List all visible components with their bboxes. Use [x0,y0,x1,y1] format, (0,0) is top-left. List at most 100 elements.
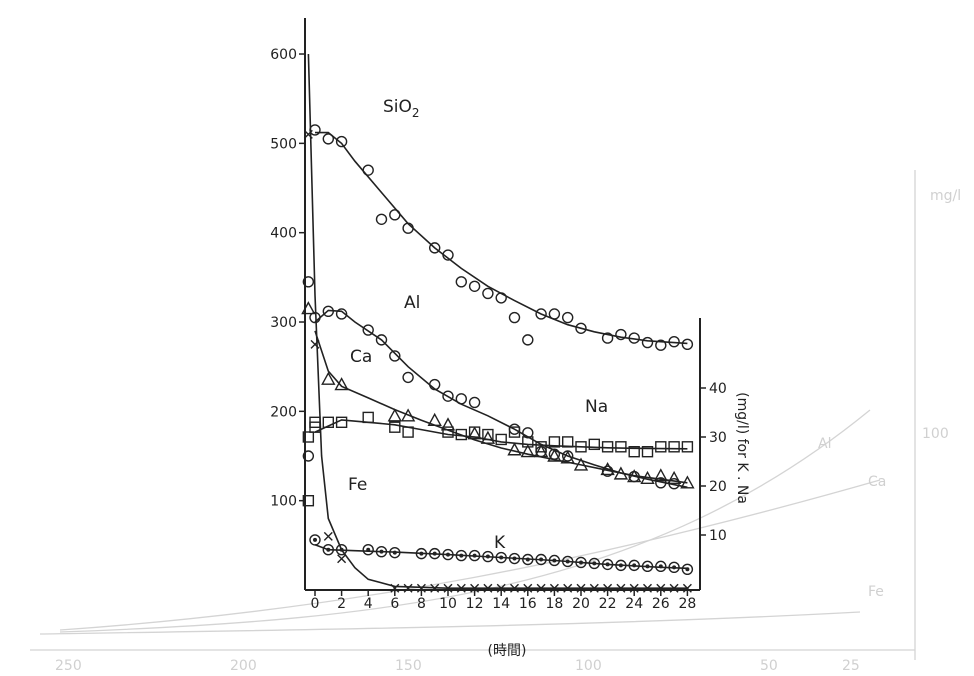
ghost-label: Al [818,436,831,452]
point-ca [560,450,575,464]
point-k [455,549,467,562]
point-fe [483,583,493,593]
point-fe [603,583,613,593]
point-sio2 [389,209,401,221]
point-al [362,324,374,336]
x-tick-label: 4 [364,596,373,612]
point-ca [627,469,642,483]
point-na [302,431,315,443]
point-k [615,559,627,572]
point-k [641,560,654,573]
point-fe [523,583,533,593]
x-tick-label: 16 [519,596,537,612]
point-na [309,416,321,428]
point-ca [573,457,589,471]
point-fe [390,583,400,593]
point-k [588,557,600,570]
series-label-subscript: 2 [412,106,420,120]
ghost-label: Ca [868,474,886,490]
point-sio2 [522,334,534,346]
point-na [681,441,694,453]
point-sio2 [601,332,614,344]
point-fe [669,583,679,593]
point-na [335,416,348,428]
x-tick-label: 0 [311,596,320,612]
point-sio2 [468,280,481,292]
point-fe [549,583,559,593]
y-tick-label-left: 600 [270,47,297,63]
series-label-k: K [494,533,506,553]
x-tick-label: 14 [492,596,510,612]
ghost-tick-label: 25 [842,658,860,674]
y-tick-label-left: 300 [270,315,297,331]
point-al [389,350,401,362]
data-points [301,124,695,593]
point-sio2 [508,311,521,324]
point-na [362,411,374,424]
ghost-tick-label: 100 [575,658,602,674]
point-sio2 [442,249,454,261]
point-fe [430,583,440,593]
point-ca [520,444,535,458]
point-al [309,311,321,324]
point-k [628,559,640,572]
point-ca [427,412,442,426]
point-na [442,426,454,438]
x-tick-label: 18 [545,596,563,612]
point-ca [547,448,562,462]
point-k [442,548,454,561]
point-ca [387,408,402,422]
point-na [615,441,627,453]
point-k [322,544,334,556]
ghost-curve [59,409,871,633]
point-na [508,426,521,438]
point-al [455,393,467,405]
point-fe [643,583,652,593]
ghost-curve [59,479,881,631]
point-sio2 [575,322,587,334]
ghost-curve [39,611,861,635]
point-fe [656,583,666,593]
y-axis-label-right: (mg/l) for K . Na [734,392,750,504]
point-sio2 [628,332,640,344]
point-na [575,441,587,453]
point-fe [629,583,639,593]
point-sio2 [495,292,507,304]
point-k [562,555,574,568]
series-label-al: Al [404,293,420,313]
point-sio2 [641,336,654,349]
point-fe [443,583,453,593]
point-al [468,396,481,409]
x-tick-label: 6 [390,596,399,612]
point-al [322,305,334,317]
point-ca [653,468,668,482]
point-al [429,378,441,391]
point-sio2 [655,339,667,351]
point-al [522,427,534,439]
point-ca [666,470,682,485]
point-sio2 [375,213,388,225]
point-k [468,549,481,562]
point-ca [640,470,655,485]
point-na [655,441,667,453]
point-k [309,534,321,546]
point-al [335,308,348,320]
point-na [628,446,640,458]
point-k [601,558,614,571]
point-fe [470,583,480,593]
point-sio2 [455,276,467,288]
point-sio2 [615,328,627,341]
point-k [495,551,507,564]
point-fe [536,583,546,593]
point-fe [416,583,426,593]
point-k [375,545,388,558]
point-sio2 [562,311,574,324]
point-na [562,436,574,448]
point-ca [613,466,629,480]
curve-al [314,309,688,489]
point-k [668,561,680,574]
y-tick-label-left: 400 [270,226,297,242]
point-fe [323,531,333,541]
ghost-tick-label: 250 [55,658,82,674]
series-label-na: Na [585,397,608,417]
